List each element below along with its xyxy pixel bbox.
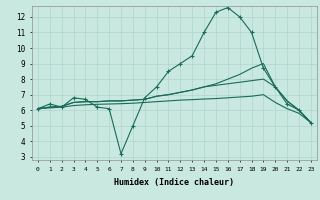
X-axis label: Humidex (Indice chaleur): Humidex (Indice chaleur) — [115, 178, 234, 186]
